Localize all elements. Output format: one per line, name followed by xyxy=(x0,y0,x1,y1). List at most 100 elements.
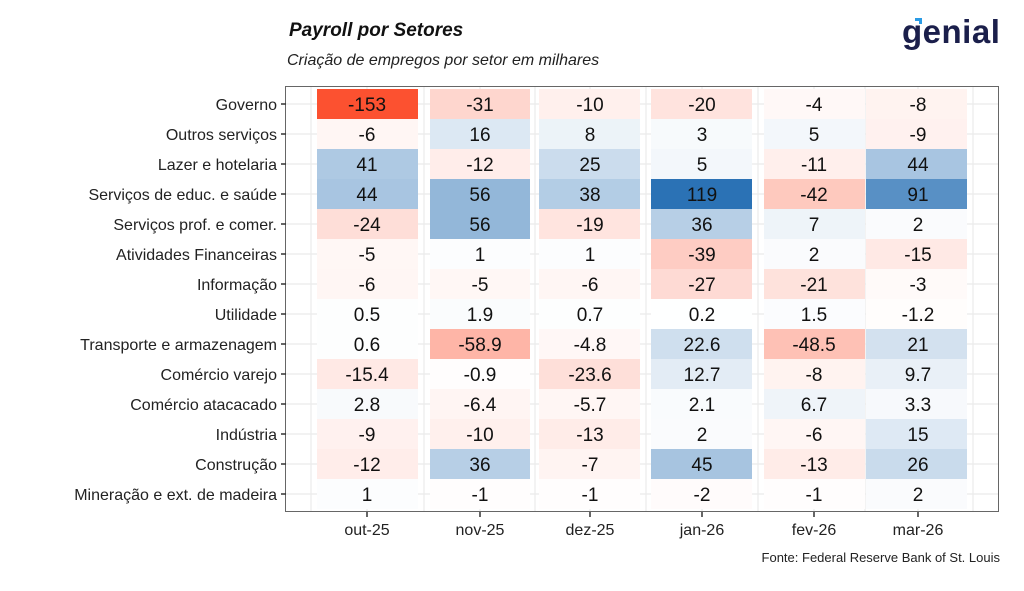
cell-label: 2 xyxy=(809,245,820,266)
cell-label: 36 xyxy=(469,455,490,476)
heatmap-cell xyxy=(317,359,418,389)
heatmap-cell xyxy=(317,149,418,179)
y-tick-label: Serviços de educ. e saúde xyxy=(88,187,277,204)
y-tick-label: Informação xyxy=(197,277,277,294)
heatmap-cell xyxy=(539,299,640,329)
heatmap-cell xyxy=(866,269,967,299)
cell-label: 41 xyxy=(356,155,377,176)
heatmap-cell xyxy=(764,479,865,509)
heatmap-cell xyxy=(317,449,418,479)
y-tick-label: Construção xyxy=(195,457,277,474)
cell-label: 6.7 xyxy=(801,395,827,416)
cell-label: -58.9 xyxy=(458,335,501,356)
heatmap-cell xyxy=(651,419,752,449)
cell-label: 1.9 xyxy=(467,305,493,326)
x-tick-label: nov-25 xyxy=(456,522,505,539)
heatmap-cell xyxy=(539,449,640,479)
cell-label: 0.6 xyxy=(354,335,380,356)
y-tick-label: Transporte e armazenagem xyxy=(80,337,277,354)
logo-accent-icon xyxy=(915,18,922,24)
cell-label: -4.8 xyxy=(574,335,607,356)
cell-label: -12 xyxy=(466,155,493,176)
cell-label: 119 xyxy=(687,185,717,206)
heatmap-cell xyxy=(866,479,967,509)
heatmap-cell xyxy=(430,299,530,329)
heatmap-cell xyxy=(866,359,967,389)
cell-label: -23.6 xyxy=(568,365,611,386)
cell-label: 0.5 xyxy=(354,305,380,326)
cell-label: -1.2 xyxy=(902,305,935,326)
cell-label: 22.6 xyxy=(684,335,721,356)
cell-label: -6.4 xyxy=(464,395,497,416)
cell-label: -5.7 xyxy=(574,395,607,416)
heatmap-cell xyxy=(317,329,418,359)
cell-label: 3.3 xyxy=(905,395,931,416)
heatmap-cell xyxy=(764,89,865,119)
cell-label: -6 xyxy=(359,125,376,146)
cell-label: 0.2 xyxy=(689,305,715,326)
heatmap-cell xyxy=(317,239,418,269)
y-tick-label: Governo xyxy=(216,97,277,114)
y-tick-label: Indústria xyxy=(216,427,277,444)
cell-label: -3 xyxy=(910,275,927,296)
heatmap-cell xyxy=(539,239,640,269)
cell-label: 44 xyxy=(907,155,929,176)
heatmap-cell xyxy=(651,179,752,209)
cell-label: 1 xyxy=(362,485,373,506)
cell-label: -19 xyxy=(576,215,603,236)
cell-label: 9.7 xyxy=(905,365,931,386)
x-tick-label: mar-26 xyxy=(893,522,944,539)
y-tick-label: Comércio varejo xyxy=(161,367,278,384)
heatmap-cell xyxy=(764,299,865,329)
cell-label: 38 xyxy=(579,185,600,206)
heatmap-cell xyxy=(317,119,418,149)
heatmap-cell xyxy=(430,179,530,209)
cell-label: 56 xyxy=(469,185,490,206)
cell-label: -7 xyxy=(582,455,599,476)
heatmap-cell xyxy=(317,269,418,299)
y-tick-label: Serviços prof. e comer. xyxy=(113,217,277,234)
cell-label: -9 xyxy=(910,125,927,146)
heatmap-cell xyxy=(430,389,530,419)
heatmap-cell xyxy=(651,359,752,389)
cell-label: 2 xyxy=(913,215,924,236)
cell-label: 5 xyxy=(809,125,820,146)
y-axis: Governo Outros serviços Lazer e hotelaria S… xyxy=(74,97,286,504)
heatmap-cell xyxy=(317,89,418,119)
heatmap-cell xyxy=(317,209,418,239)
heatmap-cell xyxy=(539,209,640,239)
cell-label: -20 xyxy=(688,95,715,116)
y-tick-label: Mineração e ext. de madeira xyxy=(74,487,277,504)
heatmap-cell xyxy=(539,119,640,149)
heatmap-cell xyxy=(866,419,967,449)
y-tick-label: Atividades Financeiras xyxy=(116,247,277,264)
cell-label: 12.7 xyxy=(684,365,721,386)
cell-label: -8 xyxy=(910,95,927,116)
heatmap-cell xyxy=(866,239,967,269)
heatmap-cell xyxy=(764,149,865,179)
cell-label: 3 xyxy=(697,125,708,146)
cell-label: 25 xyxy=(579,155,600,176)
x-tick-label: fev-26 xyxy=(792,522,837,539)
heatmap-cell xyxy=(866,209,967,239)
cell-label: -5 xyxy=(359,245,376,266)
heatmap-cell xyxy=(866,89,967,119)
cell-label: -1 xyxy=(472,485,489,506)
heatmap-cell xyxy=(430,329,530,359)
heatmap-cell xyxy=(430,149,530,179)
cell-labels: -153 -31 -10 -20 -4 -8-6 16 8 3 5 -941 -12 25 5 -11 444… xyxy=(345,95,934,506)
heatmap-cell xyxy=(539,269,640,299)
cell-label: 8 xyxy=(585,125,596,146)
y-tick-label: Utilidade xyxy=(215,307,277,324)
x-tick-label: jan-26 xyxy=(679,522,725,539)
heatmap-cell xyxy=(764,209,865,239)
heatmap-cell xyxy=(764,449,865,479)
heatmap-cell xyxy=(539,149,640,179)
cell-label: 1 xyxy=(475,245,486,266)
cell-label: -15 xyxy=(904,245,931,266)
cell-label: -2 xyxy=(694,485,711,506)
heatmap-cell xyxy=(539,89,640,119)
heatmap-cell xyxy=(764,269,865,299)
heatmap-cell xyxy=(866,449,967,479)
heatmap-cell xyxy=(317,179,418,209)
